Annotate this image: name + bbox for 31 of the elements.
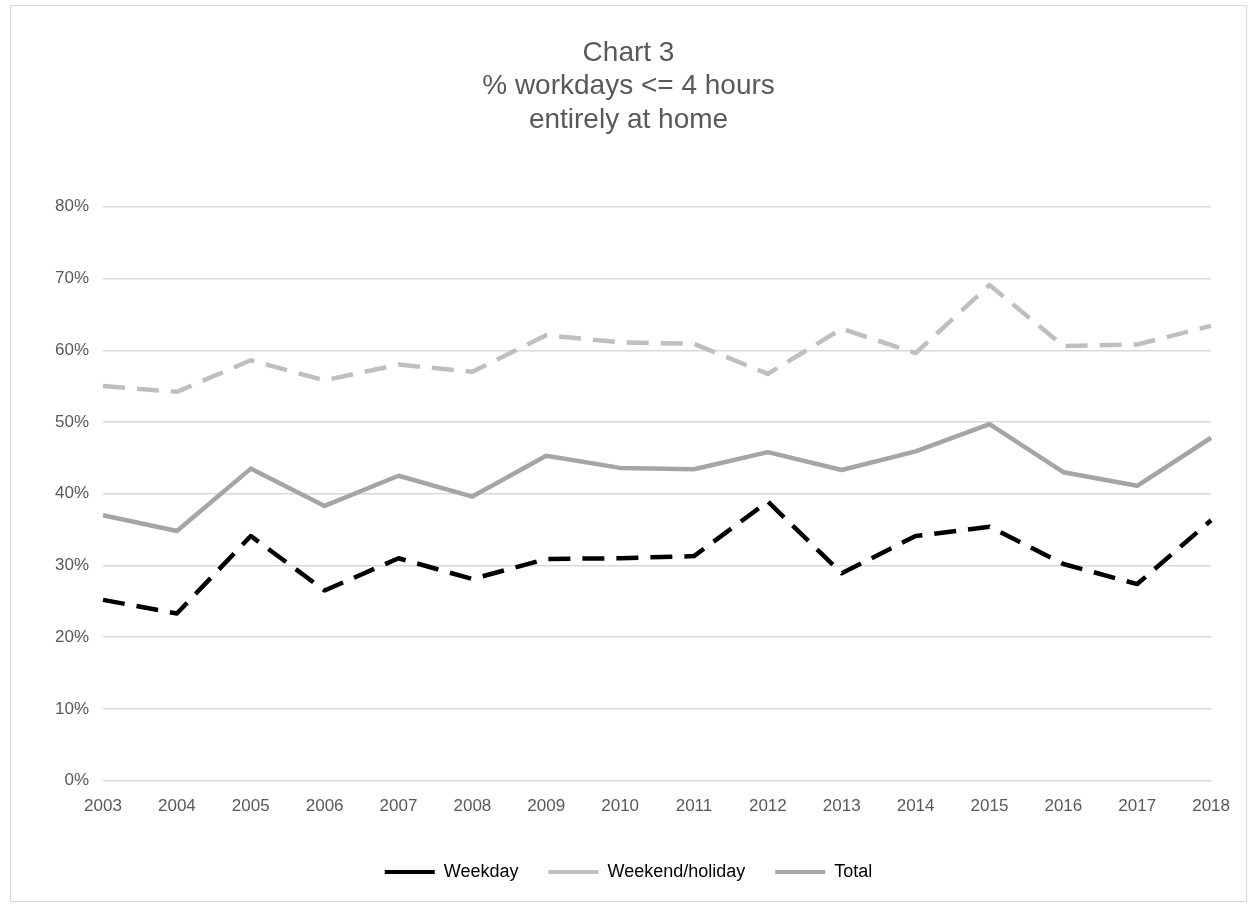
line-series bbox=[100, 499, 1214, 616]
y-tick-label: 70% bbox=[54, 268, 90, 288]
chart-title: Chart 3 % workdays <= 4 hours entirely at home bbox=[482, 35, 775, 134]
y-tick-label: 60% bbox=[54, 339, 90, 359]
y-tick-label: 40% bbox=[54, 483, 90, 503]
x-tick-label: 2003 bbox=[84, 796, 122, 816]
x-tick-label: 2006 bbox=[305, 796, 344, 816]
y-tick-label: 50% bbox=[54, 411, 90, 431]
y-tick-label: 20% bbox=[54, 626, 90, 646]
line-series bbox=[100, 282, 1214, 395]
x-tick-label: 2007 bbox=[379, 796, 418, 816]
x-tick-label: 2004 bbox=[157, 796, 196, 816]
x-tick-label: 2009 bbox=[527, 796, 566, 816]
x-tick-label: 2015 bbox=[970, 796, 1009, 816]
y-tick-label: 30% bbox=[54, 555, 90, 575]
legend-label: Total bbox=[834, 860, 873, 881]
x-tick-label: 2010 bbox=[601, 796, 640, 816]
x-tick-label: 2013 bbox=[822, 796, 861, 816]
y-tick-label: 10% bbox=[54, 698, 90, 718]
x-tick-label: 2008 bbox=[453, 796, 492, 816]
x-tick-label: 2018 bbox=[1192, 796, 1230, 816]
x-tick-label: 2016 bbox=[1044, 796, 1083, 816]
legend-label: Weekday bbox=[443, 860, 519, 881]
legend-label: Weekend/holiday bbox=[607, 860, 746, 881]
x-tick-label: 2012 bbox=[748, 796, 787, 816]
y-tick-label: 80% bbox=[54, 196, 90, 216]
x-tick-label: 2011 bbox=[675, 796, 713, 816]
x-tick-label: 2017 bbox=[1118, 796, 1157, 816]
x-tick-label: 2005 bbox=[231, 796, 270, 816]
y-tick-label: 0% bbox=[64, 770, 90, 790]
x-tick-label: 2014 bbox=[896, 796, 935, 816]
